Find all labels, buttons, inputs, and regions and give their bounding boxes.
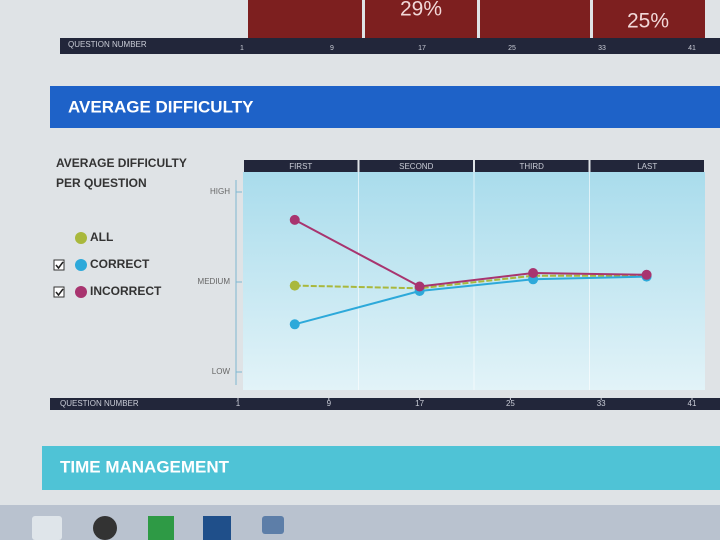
period-header (590, 160, 704, 172)
series-line (294, 275, 647, 326)
checkmark (55, 261, 64, 270)
series-line (294, 274, 647, 290)
period-header (475, 160, 589, 172)
x-tick-label: 17 (415, 399, 424, 408)
axis-bar (60, 38, 720, 54)
score-box (480, 0, 590, 44)
legend-checkbox[interactable] (53, 286, 65, 298)
tick-label: 1 (240, 45, 244, 52)
app-icon[interactable] (32, 516, 62, 540)
percentage: 25% (627, 10, 669, 33)
x-tick-label: 1 (236, 399, 241, 408)
app-icon[interactable] (148, 516, 174, 540)
axis-label: QUESTION NUMBER (68, 40, 147, 49)
tick-label: 9 (330, 45, 334, 52)
score-box (248, 0, 362, 40)
checkmark (55, 288, 64, 297)
period-header (244, 160, 358, 172)
period-label: THIRD (520, 162, 545, 171)
percentage: 29% (400, 0, 442, 21)
data-point (289, 319, 300, 330)
x-tick-label: 25 (506, 399, 515, 408)
legend-marker (75, 259, 87, 271)
tick-label: 33 (598, 45, 606, 52)
section-header (50, 86, 720, 128)
data-point (289, 214, 300, 225)
y-tick-label: LOW (212, 367, 231, 376)
app-icon[interactable] (203, 516, 231, 540)
legend-label: INCORRECT (90, 284, 162, 298)
section-title: AVERAGE DIFFICULTY (68, 97, 254, 116)
x-tick-label: 33 (597, 399, 606, 408)
tick-label: 41 (688, 45, 696, 52)
top-ticks: 1 9 17 25 33 41 (240, 45, 696, 52)
tick-label: 25 (508, 45, 516, 52)
section-title: TIME MANAGEMENT (60, 457, 230, 476)
series-line (294, 219, 647, 288)
period-header (359, 160, 473, 172)
data-point (528, 268, 539, 278)
data-point (641, 269, 652, 280)
x-tick-label: 41 (688, 399, 697, 408)
y-tick-label: HIGH (210, 187, 230, 196)
chart-title: AVERAGE DIFFICULTY PER QUESTION (56, 156, 187, 190)
legend-label: CORRECT (90, 257, 150, 271)
axis-bar (50, 398, 720, 410)
legend-checkbox[interactable] (53, 259, 65, 271)
period-label: LAST (637, 162, 657, 171)
legend-marker (75, 232, 87, 244)
data-point (289, 280, 300, 291)
period-label: FIRST (289, 162, 312, 171)
taskbar (0, 505, 720, 540)
legend-marker (75, 286, 87, 298)
section-header (42, 446, 720, 490)
app-icon[interactable] (262, 516, 284, 534)
x-axis-label: QUESTION NUMBER (60, 399, 139, 408)
x-tick-label: 9 (327, 399, 332, 408)
tick-label: 17 (418, 45, 426, 52)
data-point (414, 281, 425, 292)
score-box (365, 0, 477, 42)
app-icon[interactable] (93, 516, 117, 540)
y-tick-label: MEDIUM (198, 277, 231, 286)
period-label: SECOND (399, 162, 433, 171)
legend-label: ALL (90, 230, 113, 244)
